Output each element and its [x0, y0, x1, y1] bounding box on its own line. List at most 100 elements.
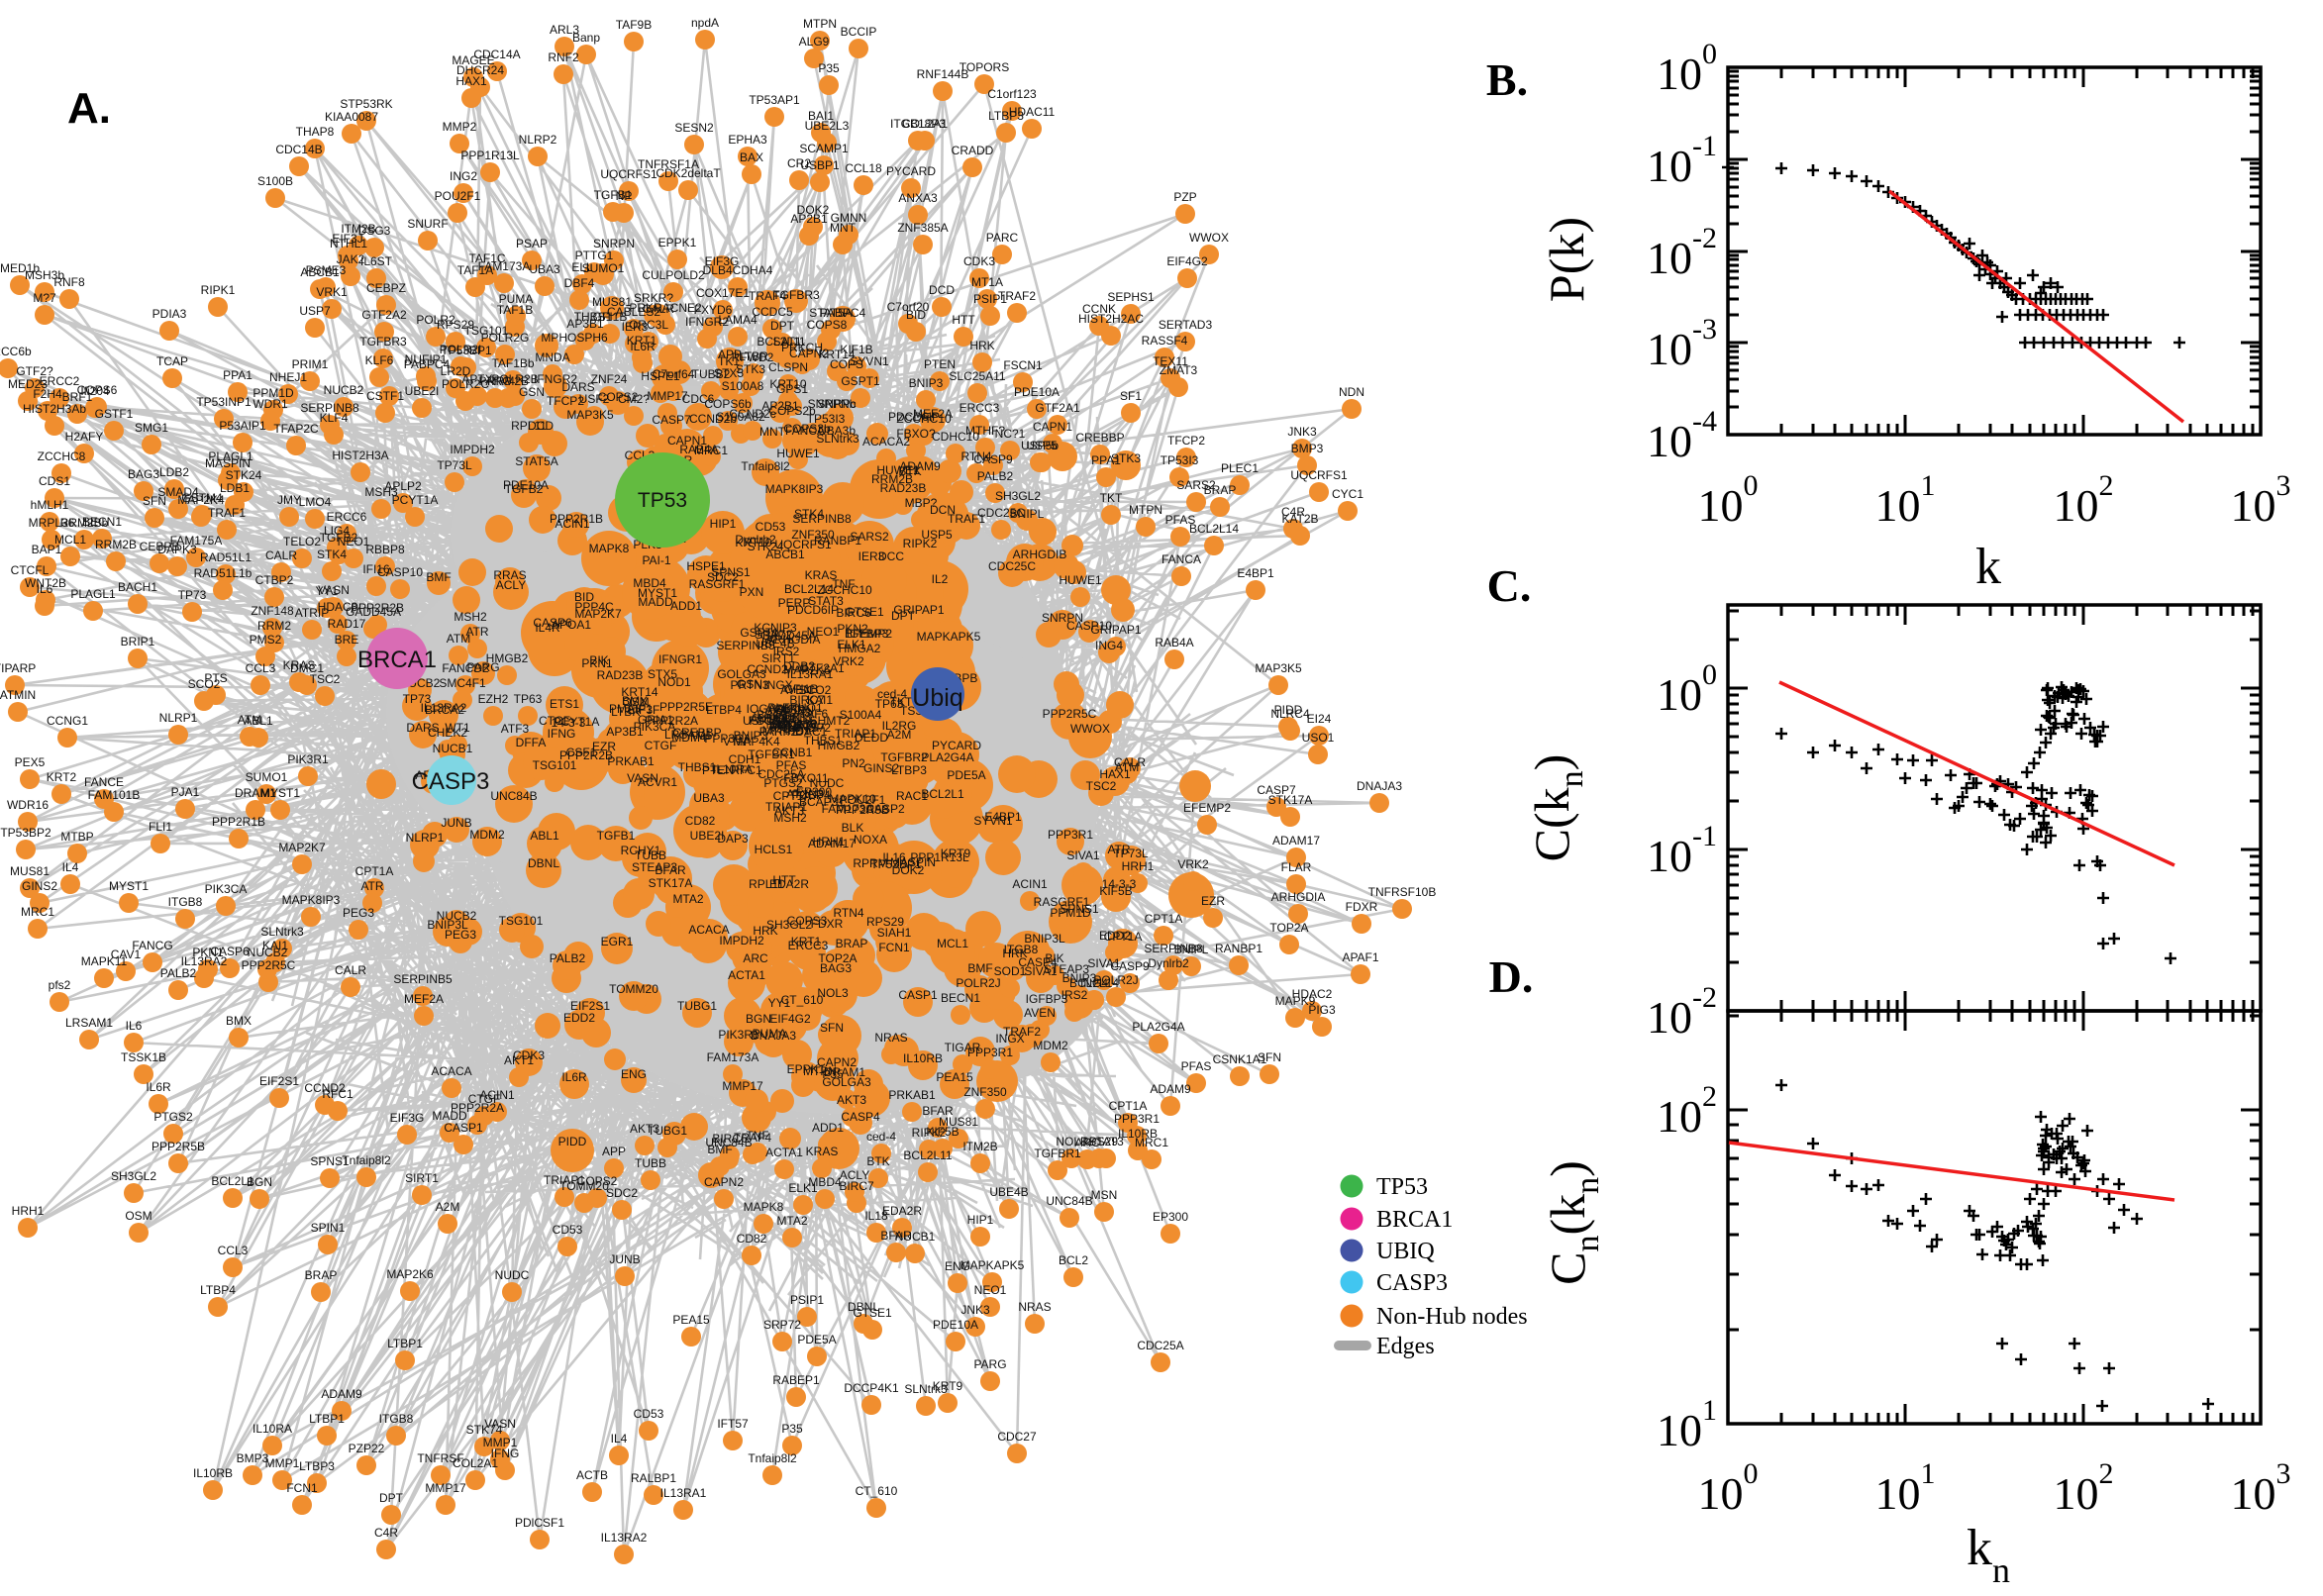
- svg-text:HTT: HTT: [772, 873, 796, 887]
- svg-text:IL2: IL2: [932, 572, 949, 586]
- svg-text:HIST2H3Ab: HIST2H3Ab: [23, 402, 86, 416]
- svg-text:TUBG1: TUBG1: [648, 1124, 687, 1138]
- svg-text:GSTF1: GSTF1: [95, 407, 134, 421]
- svg-text:DAPK3: DAPK3: [157, 543, 197, 556]
- svg-text:SIAH1: SIAH1: [877, 926, 912, 940]
- svg-text:ACIN1: ACIN1: [479, 1088, 515, 1102]
- svg-text:CDC25C: CDC25C: [988, 559, 1036, 573]
- svg-text:PPP2R1B: PPP2R1B: [212, 815, 265, 829]
- svg-text:TCAP: TCAP: [156, 354, 188, 368]
- svg-text:CASP10: CASP10: [1066, 619, 1112, 633]
- svg-text:COL2A1: COL2A1: [453, 1456, 498, 1470]
- svg-text:FLI1: FLI1: [149, 820, 172, 834]
- svg-text:TP73L: TP73L: [1113, 847, 1149, 860]
- svg-text:TOMM20: TOMM20: [559, 1179, 609, 1193]
- svg-text:C4R: C4R: [1281, 505, 1305, 519]
- svg-text:BRCA1: BRCA1: [357, 647, 437, 673]
- svg-text:PARG: PARG: [478, 374, 511, 388]
- svg-text:TOP2A: TOP2A: [818, 951, 857, 965]
- svg-text:CD82: CD82: [685, 814, 716, 828]
- svg-text:CAPN2: CAPN2: [789, 347, 829, 360]
- svg-text:Dynlrb2: Dynlrb2: [1148, 956, 1189, 970]
- svg-text:PPP3R1: PPP3R1: [1048, 828, 1093, 842]
- svg-text:CALR: CALR: [335, 963, 366, 977]
- svg-text:SNRPN: SNRPN: [1042, 611, 1083, 625]
- svg-text:PRKCH: PRKCH: [781, 341, 823, 354]
- svg-text:RAD51L1: RAD51L1: [200, 550, 252, 564]
- svg-text:POLR2C: POLR2C: [442, 377, 489, 391]
- svg-text:CD53: CD53: [756, 520, 786, 534]
- svg-text:ACACA2: ACACA2: [862, 435, 910, 449]
- svg-text:ING2: ING2: [450, 169, 477, 183]
- svg-text:THBS1: THBS1: [574, 310, 613, 324]
- svg-text:PABPC4: PABPC4: [404, 357, 451, 371]
- svg-text:GADD45A: GADD45A: [760, 629, 816, 643]
- svg-text:DNAJA3: DNAJA3: [1357, 779, 1402, 793]
- svg-text:PTTG1: PTTG1: [575, 249, 614, 262]
- svg-text:FAM173A: FAM173A: [478, 259, 531, 273]
- svg-text:ERCC3: ERCC3: [960, 401, 1000, 415]
- svg-text:SUMO1: SUMO1: [246, 770, 288, 784]
- svg-text:VRK2: VRK2: [1177, 857, 1209, 871]
- svg-text:APP: APP: [602, 1145, 626, 1158]
- svg-text:MTHFD1: MTHFD1: [762, 724, 811, 738]
- svg-text:Dynlrb2: Dynlrb2: [735, 533, 776, 547]
- svg-text:BAI1: BAI1: [808, 109, 834, 123]
- svg-text:CT_610: CT_610: [856, 1484, 898, 1498]
- svg-text:P35: P35: [781, 1422, 803, 1436]
- svg-text:PCYT1A: PCYT1A: [392, 493, 439, 507]
- svg-text:RALBP1: RALBP1: [631, 1471, 676, 1485]
- svg-text:PEA15: PEA15: [936, 1070, 973, 1084]
- svg-text:HRK: HRK: [1002, 947, 1027, 960]
- svg-text:PPP2R2A: PPP2R2A: [645, 714, 698, 728]
- svg-text:CYC1: CYC1: [1332, 487, 1364, 501]
- svg-text:M?7: M?7: [33, 291, 56, 305]
- svg-text:PSIP1: PSIP1: [790, 1293, 824, 1307]
- svg-text:NUDC: NUDC: [495, 1268, 530, 1282]
- svg-text:CASP4: CASP4: [841, 1110, 880, 1124]
- svg-text:MRC1: MRC1: [21, 905, 54, 919]
- svg-text:PCYT1A: PCYT1A: [554, 715, 600, 729]
- svg-text:ATP2A2: ATP2A2: [768, 719, 812, 733]
- svg-text:RPS29: RPS29: [866, 915, 904, 929]
- svg-text:TSG101: TSG101: [533, 758, 577, 772]
- svg-text:KRT1: KRT1: [791, 935, 822, 948]
- svg-text:SMG1: SMG1: [135, 421, 168, 435]
- svg-text:IFT57: IFT57: [717, 1417, 749, 1431]
- svg-text:ITGB18P3: ITGB18P3: [890, 117, 946, 131]
- svg-text:CPT1A: CPT1A: [1145, 912, 1183, 926]
- svg-text:DARS: DARS: [406, 721, 439, 735]
- svg-text:TNF: TNF: [832, 577, 855, 591]
- svg-text:MRC1: MRC1: [1135, 1136, 1168, 1149]
- svg-text:SCO2: SCO2: [799, 683, 832, 697]
- svg-text:EP300: EP300: [796, 785, 832, 799]
- svg-text:HTT: HTT: [952, 313, 975, 327]
- svg-text:NDUFS1: NDUFS1: [766, 711, 814, 725]
- svg-text:SERPINB8: SERPINB8: [300, 401, 359, 415]
- svg-text:STK24: STK24: [226, 468, 262, 482]
- svg-text:RIPK2: RIPK2: [903, 537, 938, 550]
- svg-text:FCN1: FCN1: [286, 1481, 318, 1495]
- svg-text:PTEN: PTEN: [702, 763, 734, 777]
- svg-text:IRS2: IRS2: [1061, 988, 1088, 1002]
- svg-text:PYCARD: PYCARD: [932, 739, 981, 752]
- svg-text:ITM2B: ITM2B: [962, 1140, 997, 1153]
- svg-text:ced-4: ced-4: [866, 1130, 896, 1144]
- svg-text:CREBBP: CREBBP: [1075, 431, 1124, 445]
- svg-text:FXYD6: FXYD6: [694, 303, 733, 317]
- svg-text:ZNF148: ZNF148: [251, 604, 294, 618]
- svg-text:TOPORS: TOPORS: [960, 60, 1009, 74]
- svg-text:KRT2: KRT2: [47, 770, 77, 784]
- svg-text:GRIA1: GRIA1: [638, 713, 673, 727]
- svg-text:ETS1: ETS1: [550, 697, 579, 711]
- svg-text:SARS2: SARS2: [850, 530, 889, 544]
- svg-text:UBE2L3: UBE2L3: [805, 119, 850, 133]
- svg-text:SPNS1: SPNS1: [711, 565, 751, 579]
- svg-text:KIF5B: KIF5B: [926, 1125, 959, 1139]
- svg-text:THBS1: THBS1: [804, 734, 843, 748]
- svg-text:SLNtrk3: SLNtrk3: [904, 1382, 948, 1396]
- svg-text:ADAM9: ADAM9: [899, 459, 941, 473]
- svg-text:CASP6: CASP6: [210, 945, 250, 958]
- svg-text:SYVN1: SYVN1: [973, 814, 1013, 828]
- svg-text:PIK3CA: PIK3CA: [634, 720, 676, 734]
